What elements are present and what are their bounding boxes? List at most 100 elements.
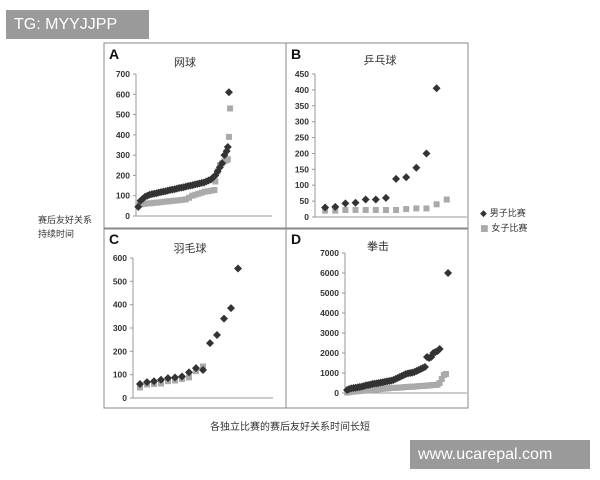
male-point — [171, 373, 179, 382]
female-point — [382, 207, 389, 214]
female-point — [227, 105, 234, 112]
male-point — [218, 159, 227, 168]
female-point — [443, 196, 450, 203]
y-tick-label: 250 — [295, 133, 309, 143]
panel-title: 羽毛球 — [174, 241, 207, 255]
y-tick-label: 150 — [295, 164, 309, 174]
legend: ◆ 男子比赛 ■ 女子比赛 — [480, 207, 527, 237]
y-tick-label: 450 — [295, 69, 309, 79]
female-point — [198, 189, 205, 196]
panel-letter: B — [291, 46, 301, 62]
male-point — [134, 202, 143, 211]
female-point — [433, 201, 440, 208]
panel-frame — [285, 227, 469, 409]
male-point — [381, 193, 390, 202]
female-point — [141, 200, 148, 207]
y-tick-label: 300 — [113, 323, 127, 333]
female-point — [182, 196, 189, 203]
y-tick-label: 100 — [295, 180, 309, 190]
panel-frame — [285, 42, 469, 230]
legend-label: 男子比赛 — [489, 209, 526, 219]
female-point — [176, 197, 183, 204]
panel-frame — [103, 42, 287, 230]
male-point — [234, 264, 242, 273]
legend-item-male: ◆ 男子比赛 — [480, 207, 527, 222]
male-point — [422, 149, 431, 158]
y-label-line: 持续时间 — [38, 230, 75, 240]
female-point — [186, 194, 193, 201]
female-point — [205, 188, 212, 195]
male-point — [150, 377, 158, 386]
female-point — [225, 133, 232, 140]
female-point — [362, 207, 369, 214]
male-point — [185, 368, 193, 377]
female-point — [138, 201, 145, 208]
y-tick-label: 500 — [116, 110, 130, 120]
female-point — [160, 198, 167, 205]
y-tick-label: 600 — [116, 89, 130, 99]
x-axis-label: 各独立比赛的赛后友好关系时间长短 — [210, 422, 370, 433]
male-point — [227, 304, 235, 313]
female-point — [154, 199, 161, 206]
male-point — [157, 375, 165, 384]
panel-letter: C — [109, 231, 119, 247]
watermark-bottom: www.ucarepal.com — [410, 440, 590, 469]
y-tick-label: 0 — [334, 388, 339, 398]
male-point — [402, 173, 411, 182]
panel-letter: D — [291, 231, 301, 247]
y-tick-label: 300 — [295, 117, 309, 127]
female-point — [436, 380, 443, 386]
y-tick-label: 500 — [113, 276, 127, 286]
female-point — [179, 196, 186, 203]
y-tick-label: 350 — [295, 101, 309, 111]
female-point — [438, 376, 445, 382]
y-tick-label: 400 — [116, 130, 130, 140]
female-point — [157, 199, 164, 206]
male-point — [444, 269, 453, 277]
female-point — [372, 207, 379, 214]
female-point — [195, 190, 202, 197]
y-tick-label: 4000 — [320, 308, 339, 318]
y-tick-label: 3000 — [320, 328, 339, 338]
male-point — [223, 143, 232, 152]
male-point — [199, 366, 207, 374]
y-tick-label: 300 — [116, 150, 130, 160]
female-point — [212, 178, 219, 185]
female-point — [211, 187, 218, 194]
male-point — [321, 203, 330, 212]
y-tick-label: 0 — [125, 211, 130, 221]
y-tick-label: 5000 — [320, 288, 339, 298]
female-point — [442, 371, 449, 377]
panel-title: 乒乓球 — [364, 53, 397, 67]
female-point — [208, 187, 215, 194]
female-point — [186, 374, 192, 381]
legend-item-female: ■ 女子比赛 — [480, 222, 527, 237]
y-tick-label: 400 — [113, 300, 127, 310]
female-point — [147, 200, 154, 207]
male-point — [136, 380, 144, 388]
female-point — [173, 197, 180, 204]
male-point — [220, 314, 228, 323]
diamond-marker-icon: ◆ — [480, 209, 487, 219]
female-point — [201, 188, 208, 195]
y-tick-label: 0 — [304, 212, 309, 222]
y-tick-label: 200 — [113, 346, 127, 356]
female-point — [352, 207, 359, 214]
male-point — [420, 363, 429, 371]
male-point — [432, 84, 441, 93]
male-point — [224, 88, 233, 97]
watermark-top: TG: MYYJJPP — [6, 10, 149, 39]
legend-label: 女子比赛 — [491, 224, 528, 234]
female-point — [167, 198, 173, 205]
female-point — [189, 192, 196, 199]
y-tick-label: 400 — [295, 85, 309, 95]
y-tick-label: 50 — [300, 196, 310, 206]
female-point — [393, 207, 400, 214]
male-point — [341, 199, 350, 208]
panel-frame — [103, 227, 287, 409]
male-point — [164, 374, 172, 383]
y-tick-label: 0 — [122, 393, 127, 403]
male-point — [435, 345, 444, 353]
female-point — [192, 191, 199, 198]
